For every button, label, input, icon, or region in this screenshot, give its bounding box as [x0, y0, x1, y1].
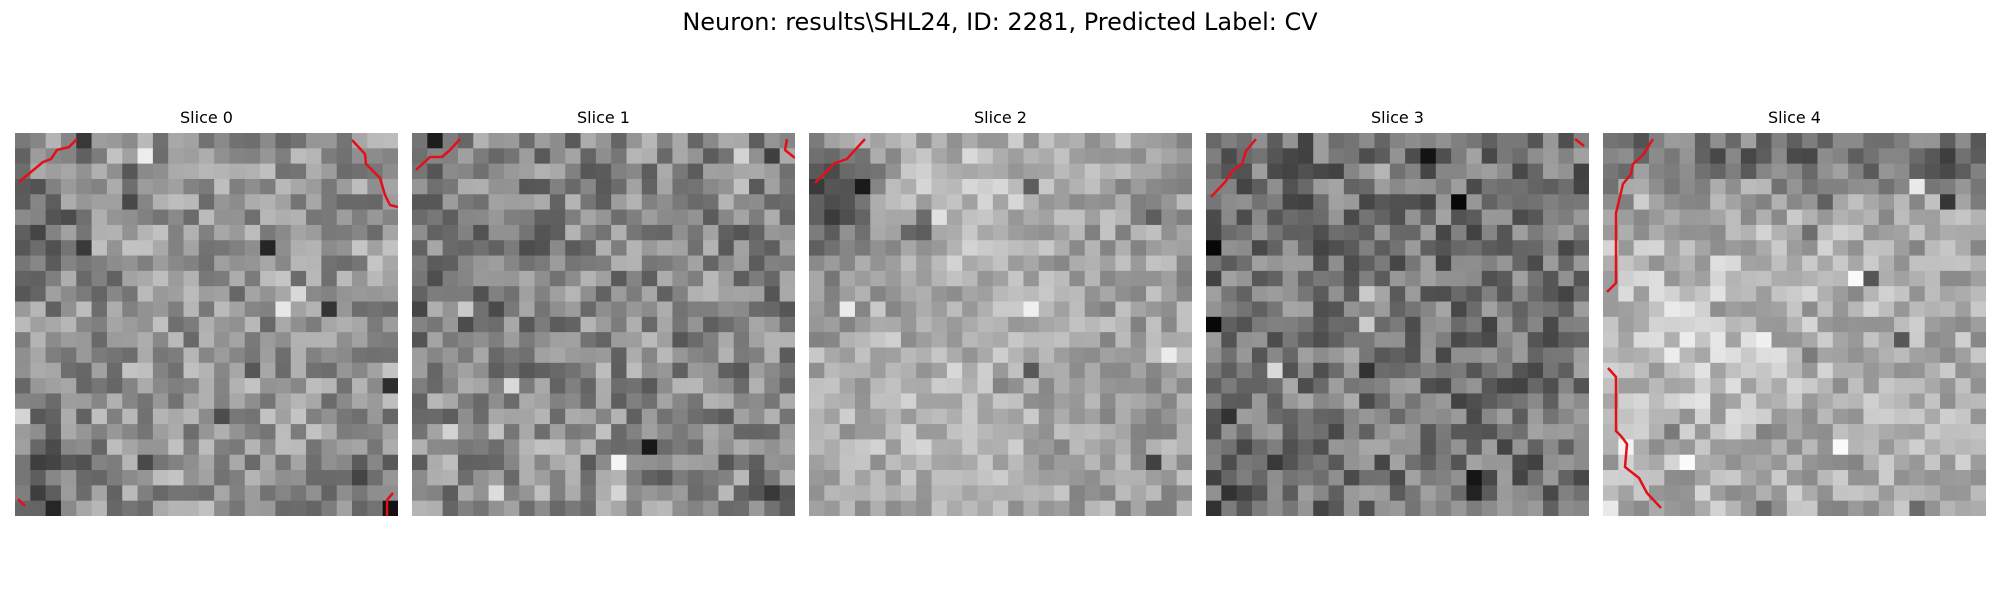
slice-image — [412, 133, 795, 516]
contour-line — [1574, 138, 1585, 147]
contour-line — [17, 498, 26, 507]
slice-title: Slice 4 — [1768, 108, 1821, 127]
slice-image — [1206, 133, 1589, 516]
slice-panel-0: Slice 0 — [15, 108, 398, 516]
slice-panel-2: Slice 2 — [809, 108, 1192, 516]
contour-line — [18, 138, 78, 183]
contour-line — [351, 139, 398, 209]
contour-line — [385, 492, 394, 516]
slice-panel-1: Slice 1 — [412, 108, 795, 516]
contour-line — [1210, 138, 1257, 198]
figure-title: Neuron: results\SHL24, ID: 2281, Predict… — [682, 8, 1318, 36]
slice-title: Slice 0 — [180, 108, 233, 127]
slice-title: Slice 2 — [974, 108, 1027, 127]
slice-image — [809, 133, 1192, 516]
contour-line — [783, 138, 795, 159]
slice-image — [15, 133, 398, 516]
contour-line — [814, 138, 866, 184]
contour-line — [415, 138, 461, 171]
slice-title: Slice 1 — [577, 108, 630, 127]
slice-panel-4: Slice 4 — [1603, 108, 1986, 516]
slice-panel-3: Slice 3 — [1206, 108, 1589, 516]
slice-title: Slice 3 — [1371, 108, 1424, 127]
contour-line — [1607, 367, 1662, 509]
slice-image — [1603, 133, 1986, 516]
contour-line — [1606, 138, 1655, 293]
